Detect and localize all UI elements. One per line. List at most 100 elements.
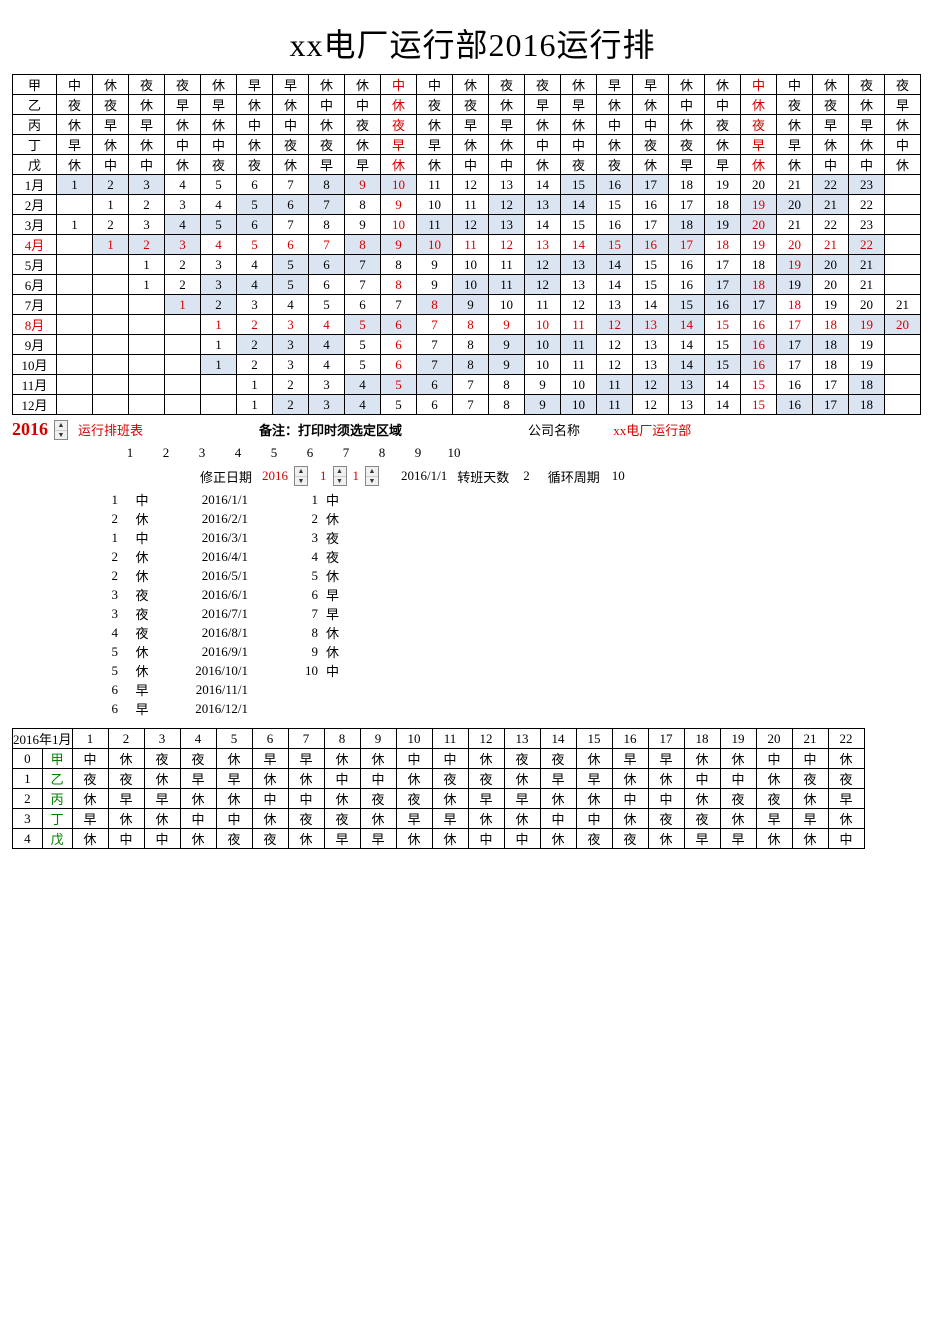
bottom-day-header: 8 <box>324 729 360 749</box>
bottom-shift-cell: 中 <box>576 809 612 829</box>
config-row: 2016 ▲▼ 运行排班表 备注：打印时须选定区域 公司名称 xx电厂运行部 <box>12 415 945 444</box>
calendar-cell: 1 <box>237 395 273 415</box>
calendar-cell <box>165 375 201 395</box>
year-spinner[interactable]: ▲▼ <box>54 420 68 440</box>
col-number: 1 <box>112 444 148 462</box>
shift-cell: 夜 <box>273 135 309 155</box>
bottom-shift-cell: 早 <box>144 789 180 809</box>
calendar-cell: 5 <box>273 255 309 275</box>
calendar-cell: 4 <box>165 175 201 195</box>
correction-day-spinner[interactable]: ▲▼ <box>365 466 379 486</box>
bottom-day-header: 6 <box>252 729 288 749</box>
calendar-cell: 17 <box>705 255 741 275</box>
bottom-shift-cell: 中 <box>396 749 432 769</box>
map-idx: 6 <box>12 680 122 699</box>
shift-cell: 休 <box>741 95 777 115</box>
calendar-cell: 5 <box>345 315 381 335</box>
bottom-shift-cell: 休 <box>792 789 828 809</box>
calendar-cell <box>93 295 129 315</box>
bottom-shift-cell: 早 <box>648 749 684 769</box>
shift-cell: 休 <box>417 115 453 135</box>
cycle-shift: 休 <box>322 642 362 661</box>
bottom-shift-cell: 中 <box>720 769 756 789</box>
calendar-cell: 2 <box>237 355 273 375</box>
calendar-cell: 15 <box>705 355 741 375</box>
calendar-cell: 12 <box>597 355 633 375</box>
bottom-day-header: 18 <box>684 729 720 749</box>
calendar-cell: 17 <box>777 355 813 375</box>
calendar-cell: 10 <box>525 315 561 335</box>
calendar-cell <box>885 255 921 275</box>
bottom-shift-cell: 休 <box>288 829 324 849</box>
col-number: 4 <box>220 444 256 462</box>
shift-cell: 休 <box>165 155 201 175</box>
shift-cell: 休 <box>165 115 201 135</box>
bottom-shift-cell: 休 <box>828 749 864 769</box>
calendar-cell: 14 <box>669 315 705 335</box>
calendar-cell: 1 <box>57 175 93 195</box>
calendar-cell: 14 <box>597 255 633 275</box>
calendar-cell: 18 <box>705 195 741 215</box>
bottom-day-header: 10 <box>396 729 432 749</box>
calendar-cell: 15 <box>741 395 777 415</box>
shift-cell: 休 <box>813 75 849 95</box>
correction-month-spinner[interactable]: ▲▼ <box>333 466 347 486</box>
shift-cell: 中 <box>561 135 597 155</box>
correction-year-spinner[interactable]: ▲▼ <box>294 466 308 486</box>
calendar-cell: 16 <box>597 175 633 195</box>
calendar-cell: 12 <box>489 195 525 215</box>
calendar-cell: 8 <box>309 215 345 235</box>
calendar-cell: 6 <box>381 335 417 355</box>
calendar-cell: 19 <box>849 355 885 375</box>
shift-cell: 休 <box>633 155 669 175</box>
calendar-cell: 16 <box>597 215 633 235</box>
shift-cell: 中 <box>525 135 561 155</box>
bottom-shift-cell: 休 <box>252 769 288 789</box>
calendar-cell <box>129 315 165 335</box>
calendar-cell <box>165 355 201 375</box>
bottom-shift-cell: 休 <box>180 789 216 809</box>
bottom-shift-cell: 休 <box>432 829 468 849</box>
calendar-cell: 7 <box>345 275 381 295</box>
spacer <box>252 623 292 642</box>
calendar-cell: 10 <box>453 275 489 295</box>
bottom-shift-cell: 早 <box>396 809 432 829</box>
calendar-cell: 17 <box>813 395 849 415</box>
bottom-shift-cell: 休 <box>756 769 792 789</box>
calendar-cell: 6 <box>237 215 273 235</box>
calendar-cell <box>57 355 93 375</box>
calendar-cell: 1 <box>57 215 93 235</box>
month-label: 12月 <box>13 395 57 415</box>
cycle-shift: 早 <box>322 585 362 604</box>
calendar-cell: 8 <box>489 395 525 415</box>
calendar-cell: 3 <box>201 275 237 295</box>
map-shift: 夜 <box>122 623 162 642</box>
bottom-team-label: 丙 <box>42 789 72 809</box>
calendar-cell: 12 <box>525 255 561 275</box>
transfer-days: 2 <box>523 468 530 484</box>
calendar-cell: 18 <box>813 355 849 375</box>
shift-cell: 休 <box>849 135 885 155</box>
shift-cell: 休 <box>885 115 921 135</box>
col-number: 5 <box>256 444 292 462</box>
calendar-cell: 8 <box>345 195 381 215</box>
bottom-shift-cell: 休 <box>72 829 108 849</box>
map-date: 2016/4/1 <box>162 547 252 566</box>
calendar-cell: 3 <box>237 295 273 315</box>
map-date: 2016/11/1 <box>162 680 252 699</box>
calendar-cell: 2 <box>165 255 201 275</box>
calendar-cell: 16 <box>633 195 669 215</box>
calendar-cell: 19 <box>741 235 777 255</box>
shift-cell: 早 <box>669 155 705 175</box>
calendar-cell: 1 <box>129 255 165 275</box>
calendar-cell: 21 <box>849 275 885 295</box>
calendar-cell: 12 <box>561 295 597 315</box>
bottom-shift-cell: 夜 <box>576 829 612 849</box>
bottom-shift-cell: 中 <box>180 809 216 829</box>
calendar-cell: 22 <box>813 215 849 235</box>
calendar-cell: 4 <box>345 375 381 395</box>
calendar-cell: 5 <box>237 195 273 215</box>
shift-cell: 早 <box>741 135 777 155</box>
cycle-shift: 休 <box>322 566 362 585</box>
shift-cell: 早 <box>309 155 345 175</box>
